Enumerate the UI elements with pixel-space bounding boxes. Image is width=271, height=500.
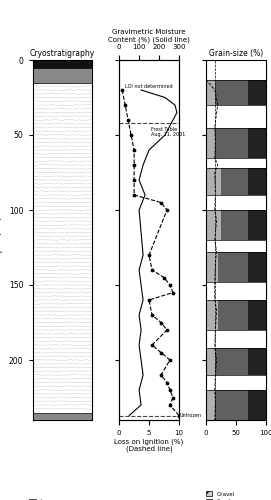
Bar [206, 195, 266, 210]
Bar [206, 128, 266, 158]
Point [132, 191, 136, 199]
Bar [218, 252, 248, 282]
Bar [206, 158, 266, 168]
Point [165, 326, 169, 334]
X-axis label: Loss on Ignition (%)
(Dashed line): Loss on Ignition (%) (Dashed line) [114, 438, 184, 452]
Point [147, 296, 151, 304]
Text: Frost Table
Aug. 11, 2001: Frost Table Aug. 11, 2001 [151, 126, 185, 138]
X-axis label: Gravimetric Moisture
Content (%) (Solid line): Gravimetric Moisture Content (%) (Solid … [108, 30, 190, 43]
Bar [206, 128, 215, 158]
Point [159, 371, 163, 379]
Bar [206, 252, 218, 282]
Bar [33, 68, 92, 82]
Bar [33, 412, 92, 420]
Legend: Ice, Sediment, Peat: Ice, Sediment, Peat [29, 498, 67, 500]
Bar [206, 348, 266, 375]
Point [165, 206, 169, 214]
Legend: Gravel, Sand, Silt, Clay: Gravel, Sand, Silt, Clay [206, 492, 235, 500]
Point [159, 198, 163, 206]
Bar [206, 168, 221, 195]
Bar [221, 168, 248, 195]
Point [177, 412, 181, 420]
Bar [206, 240, 266, 252]
Bar [206, 105, 266, 128]
Title: Cryostratigraphy: Cryostratigraphy [30, 49, 95, 58]
Point [132, 161, 136, 169]
Bar [206, 210, 221, 240]
Point [165, 378, 169, 386]
Bar [206, 252, 266, 282]
Bar [206, 330, 266, 348]
Bar [206, 210, 266, 240]
Bar [248, 348, 266, 375]
Point [168, 386, 172, 394]
Point [171, 394, 175, 402]
Point [159, 348, 163, 356]
Bar [206, 300, 266, 330]
Bar [248, 390, 266, 420]
Bar [206, 80, 215, 105]
Bar [33, 60, 92, 68]
Bar [248, 128, 266, 158]
Point [168, 281, 172, 289]
Point [120, 86, 124, 94]
Bar [206, 390, 215, 420]
Point [159, 318, 163, 326]
Point [132, 176, 136, 184]
Bar [206, 282, 266, 300]
Point [171, 288, 175, 296]
Bar [221, 210, 248, 240]
Bar [206, 375, 266, 390]
Y-axis label: Depth (cm): Depth (cm) [0, 216, 4, 264]
Bar [248, 168, 266, 195]
Bar [248, 210, 266, 240]
Bar [218, 300, 248, 330]
Point [162, 274, 166, 281]
Point [147, 251, 151, 259]
Point [129, 131, 133, 139]
Title: Grain-size (%): Grain-size (%) [209, 49, 263, 58]
Bar [215, 348, 248, 375]
Bar [215, 128, 248, 158]
Text: Unfrozen: Unfrozen [180, 413, 202, 418]
Bar [206, 300, 218, 330]
Bar [248, 300, 266, 330]
Bar [248, 80, 266, 105]
Bar [206, 390, 266, 420]
Bar [248, 252, 266, 282]
Bar [215, 390, 248, 420]
Bar [206, 168, 266, 195]
Text: LOI not determined: LOI not determined [125, 84, 173, 89]
Bar [206, 60, 266, 80]
Point [150, 341, 154, 349]
Point [150, 266, 154, 274]
Point [132, 146, 136, 154]
Point [168, 356, 172, 364]
Point [150, 311, 154, 319]
Point [123, 101, 127, 109]
Bar [206, 80, 266, 105]
Point [168, 401, 172, 409]
Bar [215, 80, 248, 105]
Bar [206, 348, 215, 375]
Point [126, 116, 130, 124]
